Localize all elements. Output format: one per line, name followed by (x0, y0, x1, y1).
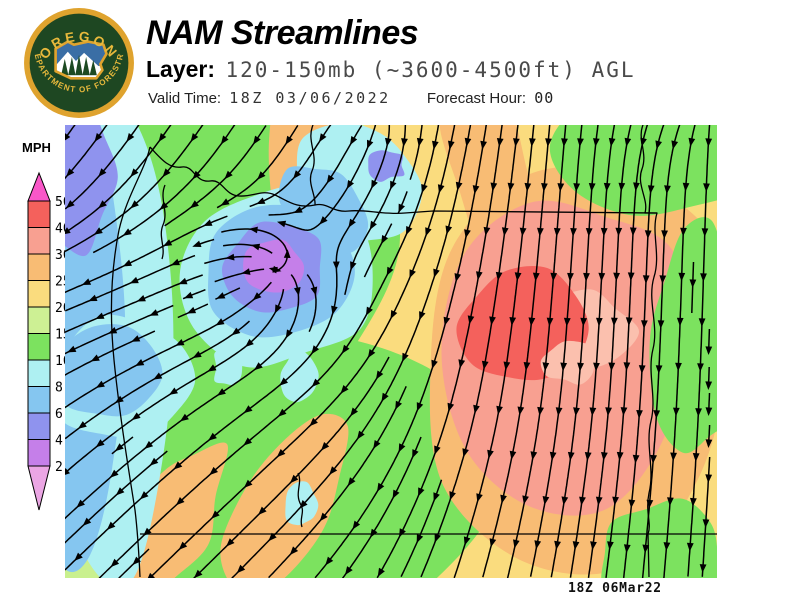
state-border-line (309, 125, 316, 206)
state-borders (110, 125, 717, 578)
forecast-hour-label: Forecast Hour: (426, 90, 527, 107)
valid-time-label: Valid Time: (148, 90, 222, 107)
legend-band (27, 253, 51, 281)
legend-tick-label: 4 (55, 434, 63, 449)
legend-tick-label: 2 (55, 460, 63, 475)
wind-speed-region (214, 346, 243, 385)
forecast-hour-value: 00 (534, 89, 555, 107)
legend-band (27, 280, 51, 308)
legend-band (27, 333, 51, 361)
layer-label: Layer: (146, 56, 216, 82)
streamline-map-image (65, 125, 717, 578)
state-border-line (160, 184, 166, 260)
layer-line: Layer: 120-150mb (~3600-4500ft) AGL (146, 56, 636, 83)
legend-band (27, 306, 51, 334)
logo-state-emblem (54, 40, 108, 80)
wind-speed-region (243, 239, 305, 293)
legend-title: MPH (22, 140, 51, 155)
wind-speed-fill (65, 125, 717, 578)
valid-time-line: Valid Time: 18Z 03/06/2022 Forecast Hour… (148, 89, 554, 107)
legend-tick-label: 6 (55, 407, 63, 422)
state-border-line (639, 125, 658, 578)
legend-band (27, 200, 51, 228)
legend-arrow-top (27, 171, 51, 202)
valid-time-value: 18Z 03/06/2022 (229, 89, 391, 107)
wind-speed-region (65, 324, 163, 417)
legend-band (27, 227, 51, 255)
wind-speed-region (649, 217, 717, 454)
legend-tick-label: 8 (55, 381, 63, 396)
odf-logo: OREGON DEPARTMENT OF FORESTRY (22, 6, 134, 118)
layer-value: 120-150mb (~3600-4500ft) AGL (225, 58, 636, 82)
wind-speed-legend: MPH 50 40 30 25 20 15 10 8 6 4 2 (14, 140, 94, 552)
wind-speed-region (280, 346, 319, 403)
legend-band (27, 386, 51, 414)
page-title: NAM Streamlines (146, 14, 419, 52)
legend-arrow-bottom (27, 465, 51, 511)
state-border-line (149, 146, 658, 215)
legend-band (27, 359, 51, 387)
streamline-map (65, 125, 717, 578)
map-timestamp: 18Z 06Mar22 (568, 581, 662, 596)
legend-band (27, 412, 51, 440)
legend-band (27, 439, 51, 467)
state-border-line (110, 146, 151, 578)
